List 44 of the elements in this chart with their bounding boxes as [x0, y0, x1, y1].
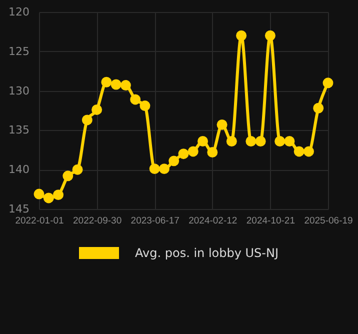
point: [53, 190, 64, 200]
y-tick-label: 130: [8, 84, 30, 98]
x-tick-label: 2022-09-30: [72, 216, 122, 226]
point: [158, 164, 170, 174]
point: [168, 156, 180, 166]
point: [178, 148, 189, 160]
point: [140, 100, 150, 112]
point: [284, 136, 295, 146]
point: [216, 119, 228, 130]
point: [43, 192, 54, 204]
y-tick-label: 145: [8, 202, 30, 216]
point: [322, 78, 334, 88]
legend-label: Avg. pos. in lobby US-NJ: [135, 246, 279, 260]
point: [188, 146, 198, 157]
point: [303, 146, 314, 157]
point: [120, 80, 131, 91]
point: [294, 146, 304, 157]
point: [274, 136, 286, 146]
x-tick-label: 2024-10-21: [246, 216, 296, 226]
x-tick-label: 2024-02-12: [188, 216, 238, 226]
x-tick-label: 2022-01-01: [15, 216, 64, 226]
point: [313, 102, 324, 114]
point: [82, 114, 92, 126]
point: [198, 136, 208, 146]
x-tick-label: 2025-06-19: [304, 216, 353, 226]
point: [207, 147, 218, 158]
y-tick-label: 120: [8, 6, 30, 18]
point: [34, 188, 44, 200]
point: [264, 30, 276, 41]
point: [246, 136, 256, 146]
point: [101, 76, 112, 88]
point: [130, 94, 141, 105]
y-tick-label: 135: [8, 124, 30, 137]
point: [226, 136, 237, 146]
point: [62, 170, 74, 182]
x-tick-label: 2023-06-17: [130, 216, 180, 226]
point: [236, 30, 247, 41]
point: [110, 79, 122, 90]
point: [149, 164, 160, 174]
y-tick-label: 125: [8, 44, 30, 58]
point: [255, 136, 266, 146]
y-tick-label: 140: [8, 163, 30, 176]
point: [92, 104, 102, 115]
point: [72, 164, 83, 175]
